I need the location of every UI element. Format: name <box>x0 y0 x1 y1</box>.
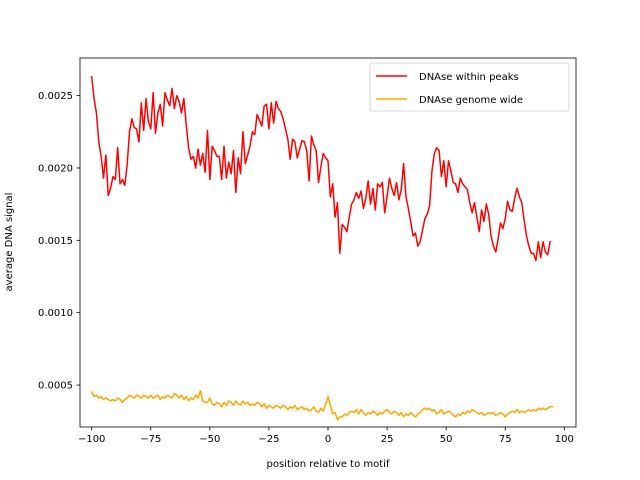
x-tick-label: 75 <box>499 434 512 445</box>
x-tick-label: 100 <box>555 434 574 445</box>
y-tick-label: 0.0020 <box>38 163 73 174</box>
x-tick-label: −75 <box>140 434 161 445</box>
legend-box <box>369 62 570 112</box>
legend-label: DNAse within peaks <box>419 72 519 83</box>
series-layer <box>90 75 554 421</box>
y-tick-label: 0.0005 <box>38 381 73 392</box>
x-axis: −100 −75 −50 −25 0 25 50 75 100 <box>78 427 574 445</box>
x-tick-label: 25 <box>381 434 394 445</box>
x-tick-label: −100 <box>78 434 105 445</box>
series-line-2 <box>90 390 554 421</box>
legend-label: DNAse genome wide <box>419 95 523 106</box>
x-axis-label: position relative to motif <box>267 459 390 470</box>
x-tick-label: −25 <box>258 434 279 445</box>
y-axis-label: average DNA signal <box>4 193 15 292</box>
x-tick-label: −50 <box>199 434 220 445</box>
legend: DNAse within peaks DNAse genome wide <box>369 62 570 112</box>
series-line-1 <box>90 75 551 262</box>
x-tick-label: 0 <box>325 434 331 445</box>
y-axis: 0.0005 0.0010 0.0015 0.0020 0.0025 <box>38 91 80 392</box>
y-tick-label: 0.0010 <box>38 308 73 319</box>
y-tick-label: 0.0015 <box>38 236 73 247</box>
y-tick-label: 0.0025 <box>38 91 73 102</box>
x-tick-label: 50 <box>440 434 453 445</box>
